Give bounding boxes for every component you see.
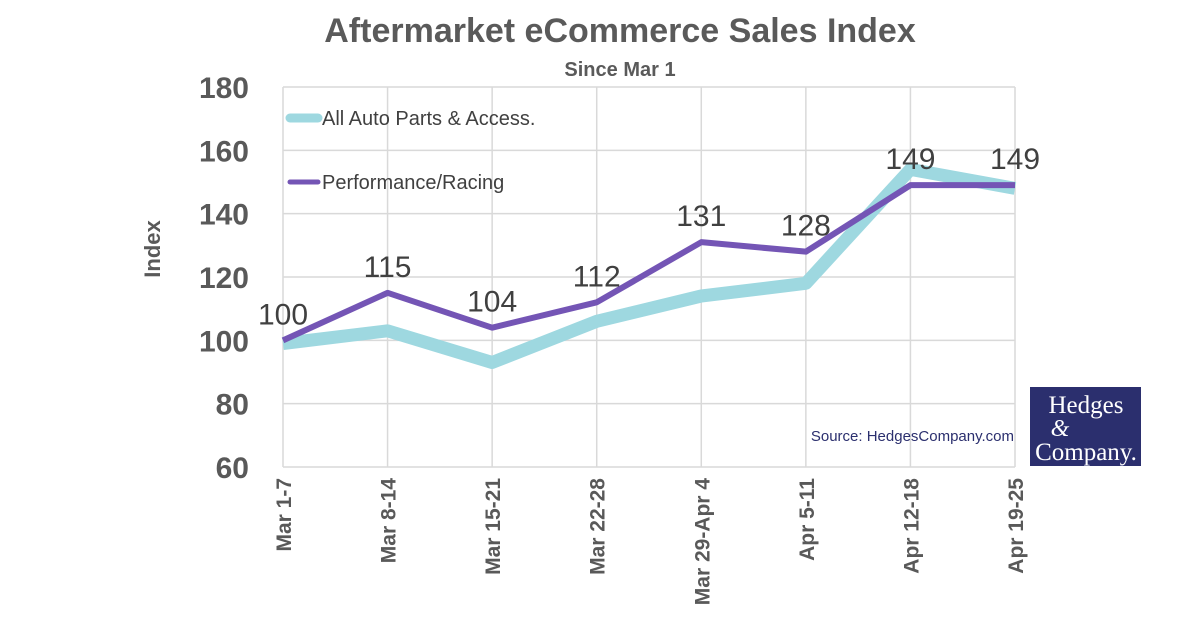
data-label: 131 — [676, 200, 726, 233]
data-label: 128 — [781, 210, 831, 243]
x-tick-label: Mar 8-14 — [378, 478, 401, 564]
y-tick-label: 120 — [199, 262, 249, 295]
y-tick-label: 60 — [216, 452, 249, 485]
data-label: 115 — [364, 251, 412, 284]
y-tick-label: 140 — [199, 199, 249, 232]
logo-line-1: Hedges — [1049, 392, 1124, 419]
data-label: 149 — [885, 143, 935, 176]
x-tick-label: Mar 22-28 — [587, 478, 610, 575]
hedges-company-logo: Hedges & Company. — [1030, 387, 1141, 466]
data-label: 104 — [467, 286, 517, 319]
y-axis-ticks: 60 80 100 120 140 160 180 — [199, 72, 249, 485]
data-label: 100 — [258, 298, 308, 331]
source-note: Source: HedgesCompany.com — [811, 428, 1014, 445]
legend-label-all-auto: All Auto Parts & Access. — [322, 108, 535, 130]
y-axis-label: Index — [140, 220, 165, 278]
series-line-0 — [282, 162, 1017, 369]
legend: All Auto Parts & Access. Performance/Rac… — [285, 108, 535, 194]
x-tick-label: Apr 12-18 — [900, 478, 923, 574]
x-axis-ticks: Mar 1-7 Mar 8-14 Mar 15-21 Mar 22-28 Mar 29-… — [273, 478, 1028, 606]
y-tick-label: 100 — [199, 325, 249, 358]
y-tick-label: 160 — [199, 135, 249, 168]
chart-subtitle: Since Mar 1 — [564, 59, 675, 81]
y-tick-label: 180 — [199, 72, 249, 105]
logo-line-3: Company. — [1035, 439, 1137, 466]
x-tick-label: Mar 15-21 — [482, 478, 505, 575]
chart-title: Aftermarket eCommerce Sales Index — [324, 12, 916, 50]
data-label: 149 — [990, 143, 1040, 176]
x-tick-label: Mar 1-7 — [273, 478, 296, 552]
series-lines — [281, 162, 1017, 369]
data-labels: 100 115 104 112 131 128 149 149 — [258, 143, 1040, 331]
data-label: 112 — [573, 260, 621, 293]
series-line-1 — [281, 182, 1015, 344]
logo-line-2: & — [1051, 416, 1070, 442]
x-tick-label: Mar 29-Apr 4 — [691, 478, 714, 606]
x-tick-label: Apr 19-25 — [1005, 478, 1028, 574]
legend-label-performance: Performance/Racing — [322, 172, 504, 194]
x-tick-label: Apr 5-11 — [796, 478, 819, 561]
y-tick-label: 80 — [216, 389, 249, 422]
